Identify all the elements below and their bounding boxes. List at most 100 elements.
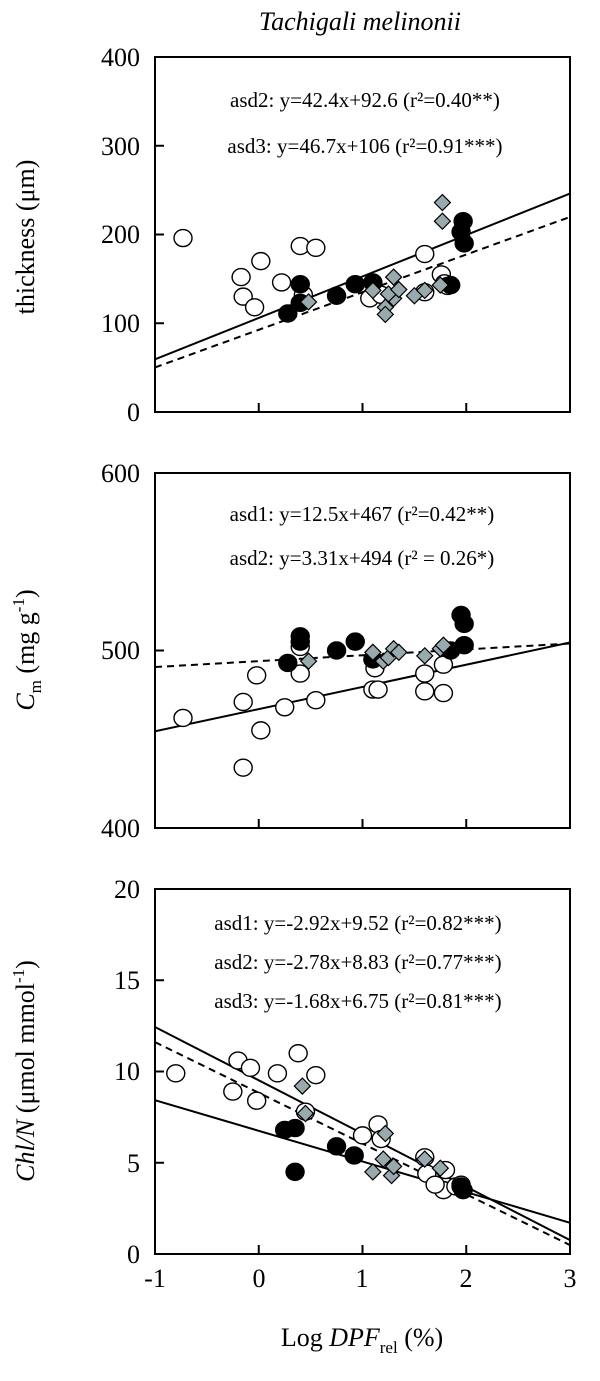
point-asd3-chln xyxy=(431,1159,450,1178)
point-asd3-chln xyxy=(293,1077,312,1095)
data-layer-cm xyxy=(154,472,571,829)
point-asd1-chln xyxy=(306,1065,326,1085)
ylabel-chln-end: ) xyxy=(11,960,40,969)
ytick-chln-5: 5 xyxy=(127,1149,140,1178)
point-asd2-cm xyxy=(454,614,474,634)
point-asd3-chln xyxy=(415,1150,434,1168)
point-asd3-cm xyxy=(415,646,434,665)
point-asd1-thickness xyxy=(173,228,193,248)
point-asd3-thickness xyxy=(389,280,408,299)
point-asd1-cm xyxy=(368,680,388,699)
point-asd1-thickness xyxy=(231,267,251,287)
xtick-2: 2 xyxy=(460,1264,473,1293)
ylabel-chln-main: Chl/N xyxy=(11,1118,40,1182)
ylabel-cm-main: C xyxy=(11,693,40,711)
point-asd3-thickness xyxy=(376,305,395,324)
point-asd2-thickness xyxy=(345,275,365,294)
point-asd3-cm xyxy=(299,652,318,670)
point-asd3-thickness xyxy=(415,281,434,300)
point-asd1-cm xyxy=(233,758,253,777)
ylabel-cm-sub: m xyxy=(26,680,45,693)
point-asd1-chln xyxy=(166,1064,186,1083)
ytick-cm-500: 500 xyxy=(101,636,140,665)
xtick-1: 1 xyxy=(356,1264,369,1293)
point-asd3-cm xyxy=(389,643,408,662)
point-asd2-cm xyxy=(326,641,347,660)
point-asd1-chln xyxy=(223,1082,243,1101)
point-asd2-thickness xyxy=(453,211,473,231)
point-asd3-chln xyxy=(384,1157,403,1176)
point-asd1-chln xyxy=(352,1126,373,1145)
ylabel-cm: Cm (mg g-1) xyxy=(9,589,45,710)
ytick-chln-15: 15 xyxy=(114,966,140,995)
point-asd3-chln xyxy=(376,1124,395,1143)
equation-asd2-cm: asd2: y=3.31x+494 (r² = 0.26*) xyxy=(230,546,495,570)
ytick-chln-10: 10 xyxy=(114,1057,140,1086)
point-asd3-chln xyxy=(296,1104,315,1123)
ytick-thickness-200: 200 xyxy=(101,220,140,249)
point-asd2-thickness xyxy=(454,234,474,253)
xtick-0: 0 xyxy=(253,1264,266,1293)
ylabel-cm-rest: (mg g xyxy=(11,612,40,680)
point-asd1-chln xyxy=(246,1091,267,1110)
xlabel-main: DPF xyxy=(328,1323,381,1352)
equation-asd2-thickness: asd2: y=42.4x+92.6 (r²=0.40**) xyxy=(230,88,500,112)
xlabel-prefix: Log xyxy=(281,1323,329,1352)
point-asd1-chln xyxy=(240,1058,261,1078)
regression-line-chln-2 xyxy=(155,1099,570,1224)
panel-chln: asd1: y=-2.92x+9.52 (r²=0.82***) asd2: y… xyxy=(9,875,571,1269)
data-layer-chln xyxy=(154,888,571,1255)
point-asd1-thickness xyxy=(251,251,271,271)
ylabel-cm-end: ) xyxy=(11,589,40,598)
point-asd3-chln xyxy=(374,1150,393,1168)
point-asd1-cm xyxy=(415,664,435,683)
point-asd2-thickness xyxy=(326,286,347,305)
point-asd1-chln xyxy=(425,1175,445,1194)
ylabel-chln: Chl/N (μmol mmol-1) xyxy=(9,960,40,1182)
ylabel-cm-sup: -1 xyxy=(9,598,28,612)
ytick-thickness-300: 300 xyxy=(101,132,140,161)
point-asd2-thickness xyxy=(290,275,310,294)
data-layer-thickness xyxy=(154,56,571,413)
point-asd3-cm xyxy=(434,636,453,655)
regression-line-cm-1 xyxy=(155,642,570,669)
xtick-3: 3 xyxy=(564,1264,577,1293)
point-asd2-chln xyxy=(326,1137,347,1156)
point-asd1-cm xyxy=(251,721,271,740)
point-asd3-thickness xyxy=(384,268,403,286)
point-asd3-thickness xyxy=(299,293,318,311)
point-asd2-chln xyxy=(285,1118,305,1138)
ylabel-chln-sup: -1 xyxy=(9,969,28,983)
point-asd3-thickness xyxy=(431,276,450,294)
regression-line-cm-0 xyxy=(155,641,570,733)
point-asd1-cm xyxy=(433,683,454,703)
point-asd2-chln xyxy=(453,1180,473,1200)
ylabel-chln-rest: (μmol mmol xyxy=(11,983,40,1120)
point-asd2-chln xyxy=(285,1162,305,1182)
xlabel-suffix: (%) xyxy=(398,1323,443,1352)
point-asd1-cm xyxy=(290,664,310,683)
point-asd1-cm xyxy=(233,692,253,712)
point-asd1-cm xyxy=(306,691,326,710)
point-asd3-chln xyxy=(364,1163,382,1181)
equation-asd2-chln: asd2: y=-2.78x+8.83 (r²=0.77***) xyxy=(214,950,501,974)
point-asd3-thickness xyxy=(433,212,452,231)
point-asd1-cm xyxy=(274,698,295,717)
equation-asd1-cm: asd1: y=12.5x+467 (r²=0.42**) xyxy=(230,502,495,526)
panel-thickness: asd2: y=42.4x+92.6 (r²=0.40**) asd3: y=4… xyxy=(11,43,571,427)
point-asd2-cm xyxy=(278,653,298,673)
point-asd1-thickness xyxy=(244,298,265,317)
xtick-minus1: -1 xyxy=(144,1264,166,1293)
point-asd3-thickness xyxy=(433,193,452,212)
ylabel-thickness: thickness (μm) xyxy=(11,160,40,315)
equation-asd3-thickness: asd3: y=46.7x+106 (r²=0.91***) xyxy=(227,134,502,158)
point-asd1-cm xyxy=(246,666,267,685)
figure-title: Tachigali melinonii xyxy=(259,7,461,36)
ytick-thickness-0: 0 xyxy=(127,398,140,427)
point-asd1-chln xyxy=(267,1064,288,1083)
ytick-chln-20: 20 xyxy=(114,875,140,904)
point-asd1-cm xyxy=(173,708,193,728)
point-asd1-cm xyxy=(415,682,435,701)
point-asd3-thickness xyxy=(364,281,382,300)
